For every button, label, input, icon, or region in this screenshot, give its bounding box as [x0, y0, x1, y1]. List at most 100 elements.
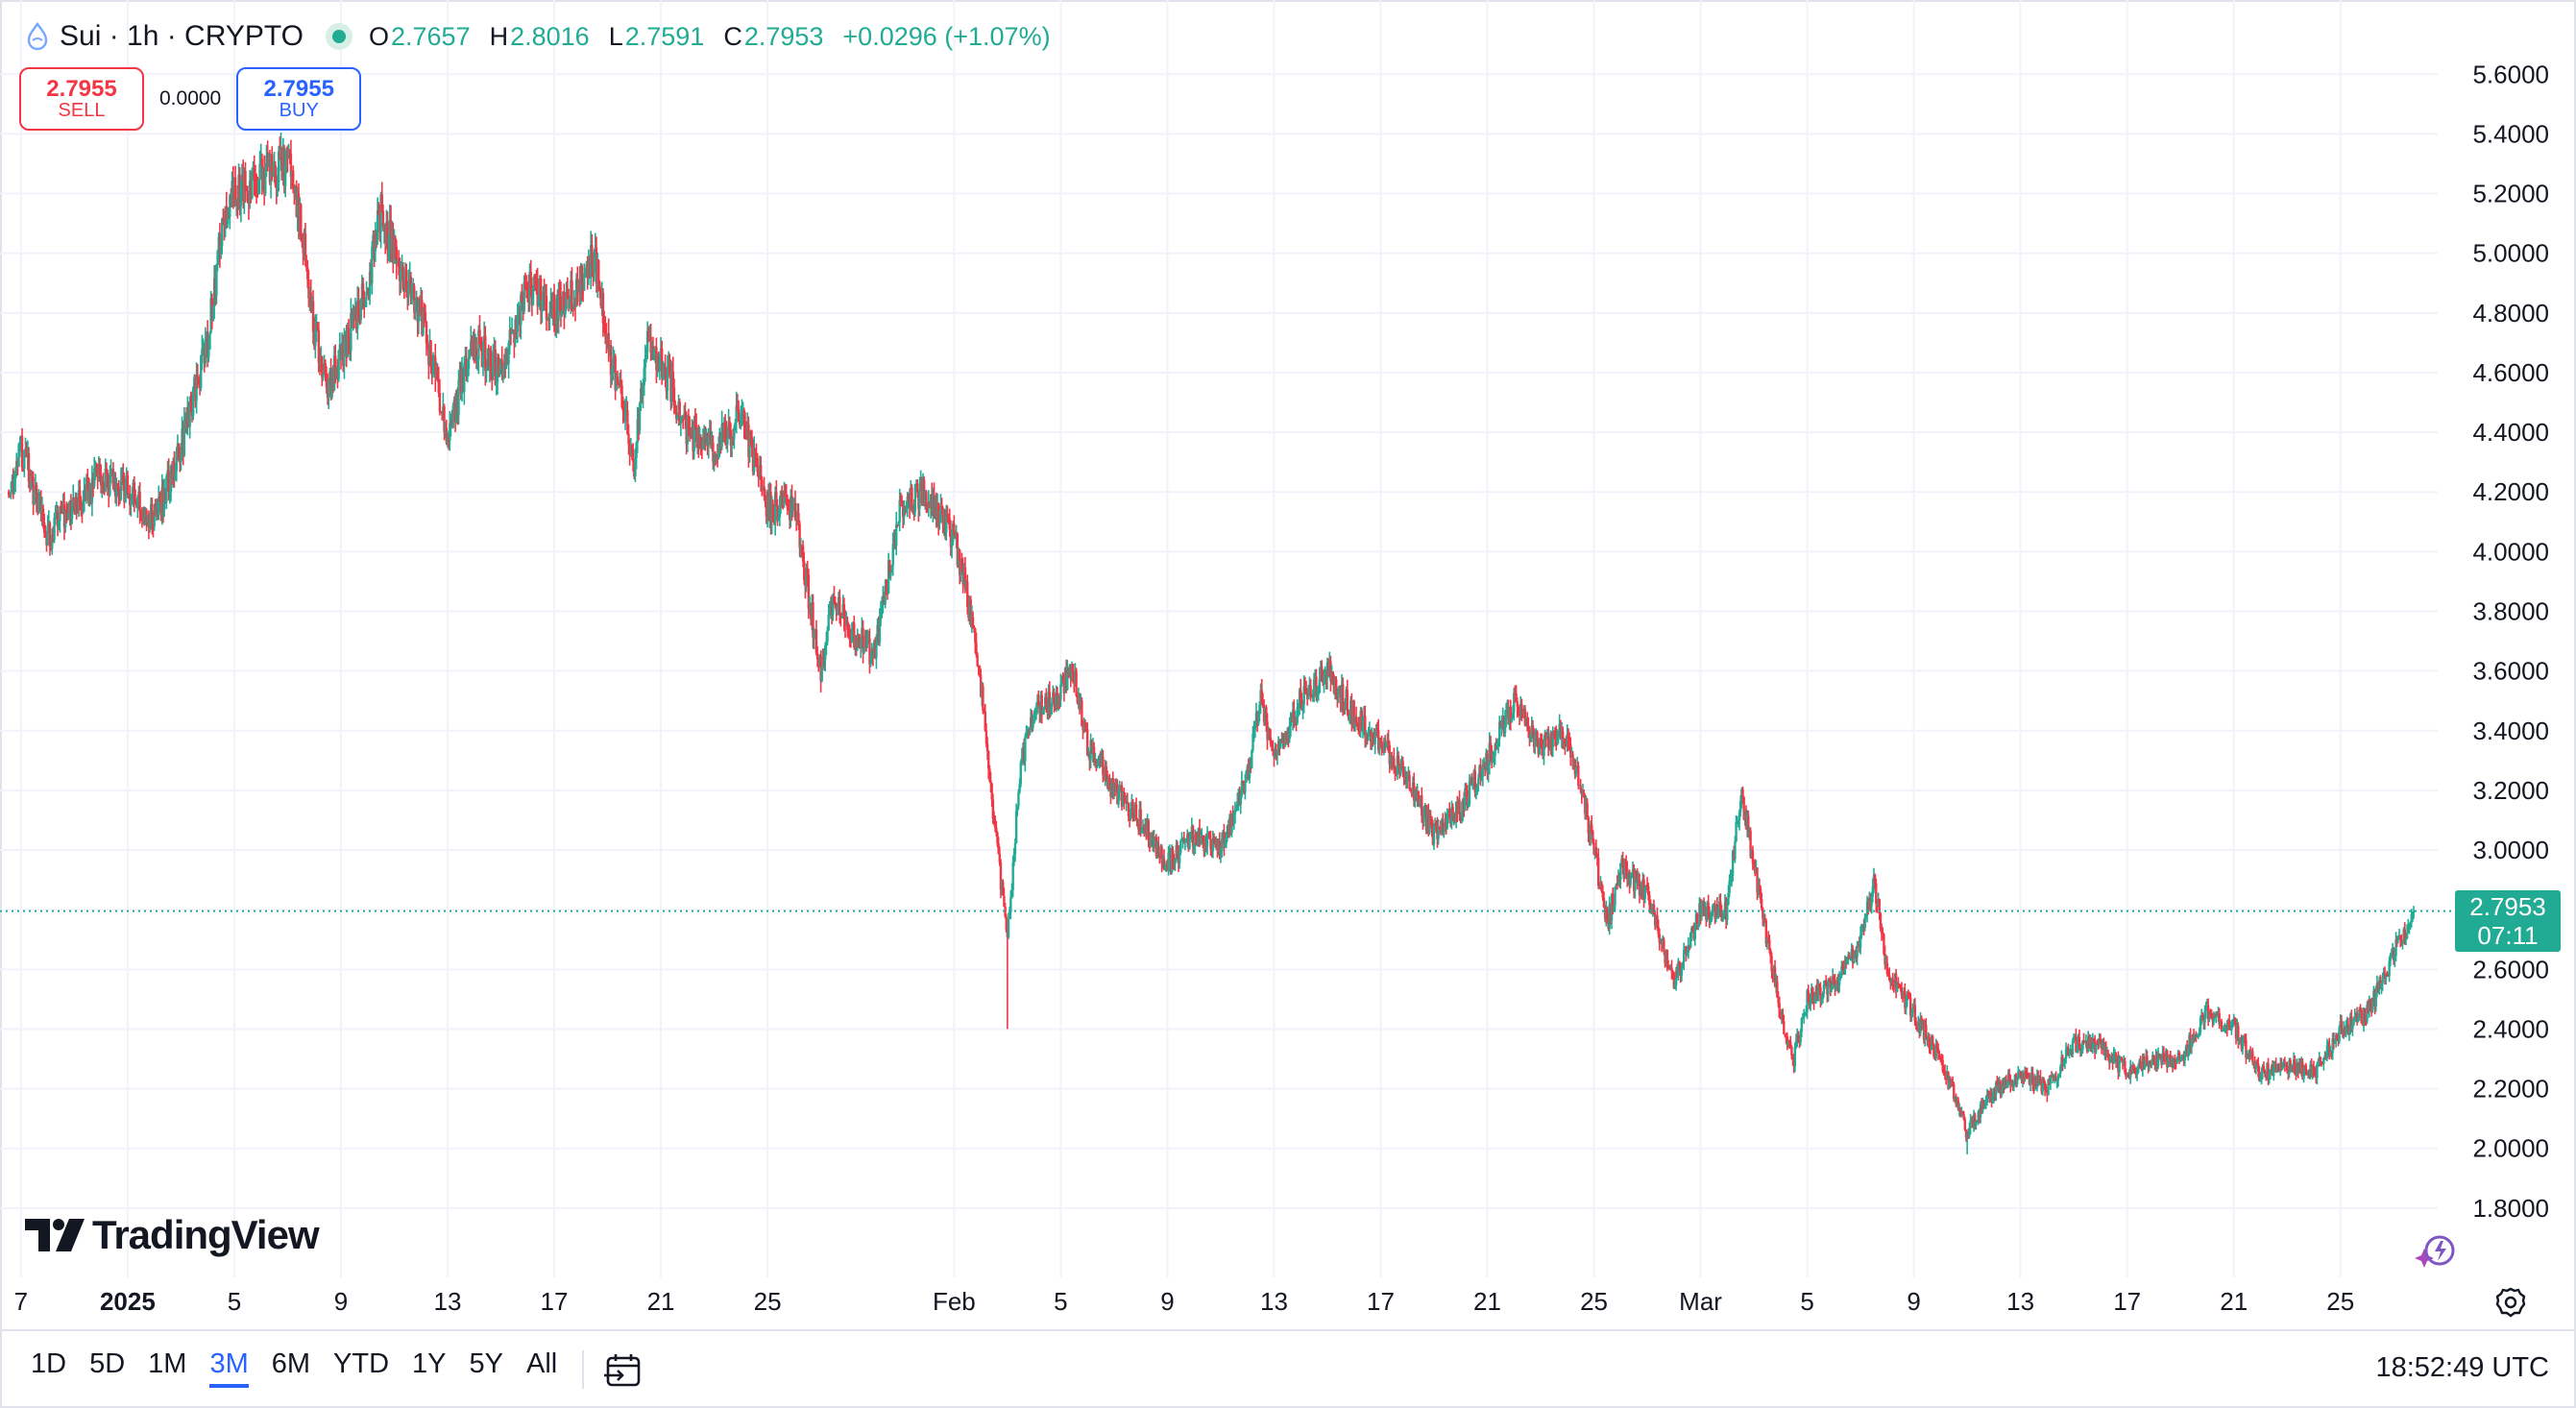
- candle-body: [173, 462, 176, 480]
- candle-body: [933, 494, 936, 508]
- candle-body: [984, 730, 988, 744]
- candle-body: [225, 206, 229, 225]
- candle-body: [2311, 1066, 2315, 1078]
- candle-body: [2099, 1038, 2102, 1041]
- candle-body: [1225, 832, 1227, 844]
- market-status-dot[interactable]: [331, 30, 346, 43]
- candle-body: [1616, 878, 1620, 886]
- candle-body: [814, 629, 818, 654]
- candle-body: [287, 150, 290, 158]
- sparkle-icon[interactable]: [2411, 1227, 2459, 1275]
- candle-body: [102, 481, 105, 487]
- candle-body: [701, 441, 705, 449]
- candle-body: [1700, 902, 1703, 917]
- candle-body: [524, 284, 528, 289]
- candle-body: [2345, 1025, 2347, 1035]
- range-1m[interactable]: 1M: [148, 1348, 187, 1379]
- range-all[interactable]: All: [526, 1348, 558, 1379]
- candle-body: [1236, 801, 1239, 811]
- candle-body: [978, 666, 982, 675]
- x-tick-label: 5: [1054, 1287, 1067, 1316]
- candle-body: [813, 634, 815, 638]
- candle-body: [489, 350, 493, 367]
- candle-body: [1315, 676, 1318, 697]
- candle-body: [1409, 789, 1412, 792]
- candle-body: [680, 419, 684, 423]
- buy-button[interactable]: 2.7955 BUY: [236, 67, 362, 131]
- candle-body: [1270, 743, 1274, 748]
- candle-body: [1880, 928, 1883, 934]
- candle-body: [7, 492, 11, 496]
- candle-body: [2059, 1066, 2062, 1075]
- candle-body: [1248, 765, 1252, 779]
- candle-body: [476, 359, 479, 364]
- candle-body: [916, 483, 919, 493]
- candle-body: [109, 472, 112, 473]
- tradingview-logo[interactable]: TradingView: [25, 1212, 320, 1258]
- candle-body: [33, 491, 36, 505]
- candle-body: [1097, 761, 1100, 764]
- candle-body: [229, 195, 231, 217]
- sell-button[interactable]: 2.7955 SELL: [19, 67, 144, 131]
- candle-body: [1289, 716, 1293, 726]
- candle-body: [465, 359, 468, 376]
- candle-body: [1738, 812, 1741, 821]
- candle-body: [879, 612, 883, 619]
- candle-body: [400, 270, 402, 281]
- range-3m[interactable]: 3M: [209, 1348, 249, 1388]
- candle-body: [2139, 1060, 2142, 1068]
- candle-body: [545, 296, 548, 320]
- candle-body: [451, 405, 454, 428]
- candle-body: [763, 486, 766, 497]
- range-6m[interactable]: 6M: [271, 1348, 311, 1379]
- candle-body: [116, 484, 119, 490]
- candle-body: [2150, 1063, 2153, 1065]
- range-ytd[interactable]: YTD: [333, 1348, 390, 1379]
- candle-body: [2401, 942, 2404, 944]
- price-axis: 1.80002.00002.20002.40002.60002.80003.00…: [2472, 60, 2549, 1223]
- candle-body: [1474, 790, 1478, 792]
- calendar-goto-icon[interactable]: [603, 1350, 644, 1391]
- candle-body: [441, 412, 444, 414]
- range-1d[interactable]: 1D: [31, 1348, 67, 1379]
- candle-body: [1885, 962, 1889, 975]
- candle-body: [672, 387, 676, 406]
- symbol-title[interactable]: Sui · 1h · CRYPTO: [60, 20, 304, 52]
- candle-body: [2351, 1024, 2354, 1030]
- candle-body: [1341, 684, 1345, 711]
- candle-body: [1085, 729, 1089, 756]
- gear-icon[interactable]: [2493, 1285, 2528, 1320]
- candle-body: [1934, 1045, 1937, 1059]
- candle-body: [191, 387, 195, 416]
- candle-body: [477, 329, 480, 360]
- candle-body: [1749, 830, 1752, 857]
- candle-body: [972, 626, 976, 629]
- candle-body: [791, 503, 794, 512]
- candle-body: [1283, 734, 1287, 745]
- candle-body: [1663, 939, 1665, 952]
- candle-body: [1975, 1120, 1978, 1127]
- candle-body: [630, 447, 634, 450]
- range-5d[interactable]: 5D: [89, 1348, 126, 1379]
- candle-body: [571, 279, 573, 310]
- candle-body: [529, 271, 532, 289]
- range-5y[interactable]: 5Y: [469, 1348, 504, 1379]
- candle-body: [1517, 706, 1520, 712]
- candle-body: [1028, 727, 1032, 735]
- candle-body: [1974, 1114, 1977, 1127]
- price-chart[interactable]: 1.80002.00002.20002.40002.60002.80003.00…: [0, 0, 2576, 1329]
- candle-body: [1141, 826, 1145, 832]
- utc-clock[interactable]: 18:52:49 UTC: [2375, 1352, 2549, 1383]
- candle-body: [2389, 955, 2392, 961]
- candle-body: [1963, 1119, 1967, 1130]
- candle-body: [352, 313, 354, 327]
- candle-body: [1652, 905, 1656, 914]
- candle-body: [1331, 671, 1334, 684]
- candle-body: [158, 496, 160, 516]
- candle-body: [365, 291, 368, 300]
- candle-body: [1160, 847, 1163, 863]
- x-tick-label: 25: [754, 1287, 782, 1316]
- range-1y[interactable]: 1Y: [412, 1348, 447, 1379]
- candle-body: [668, 364, 671, 374]
- candle-body: [526, 288, 529, 290]
